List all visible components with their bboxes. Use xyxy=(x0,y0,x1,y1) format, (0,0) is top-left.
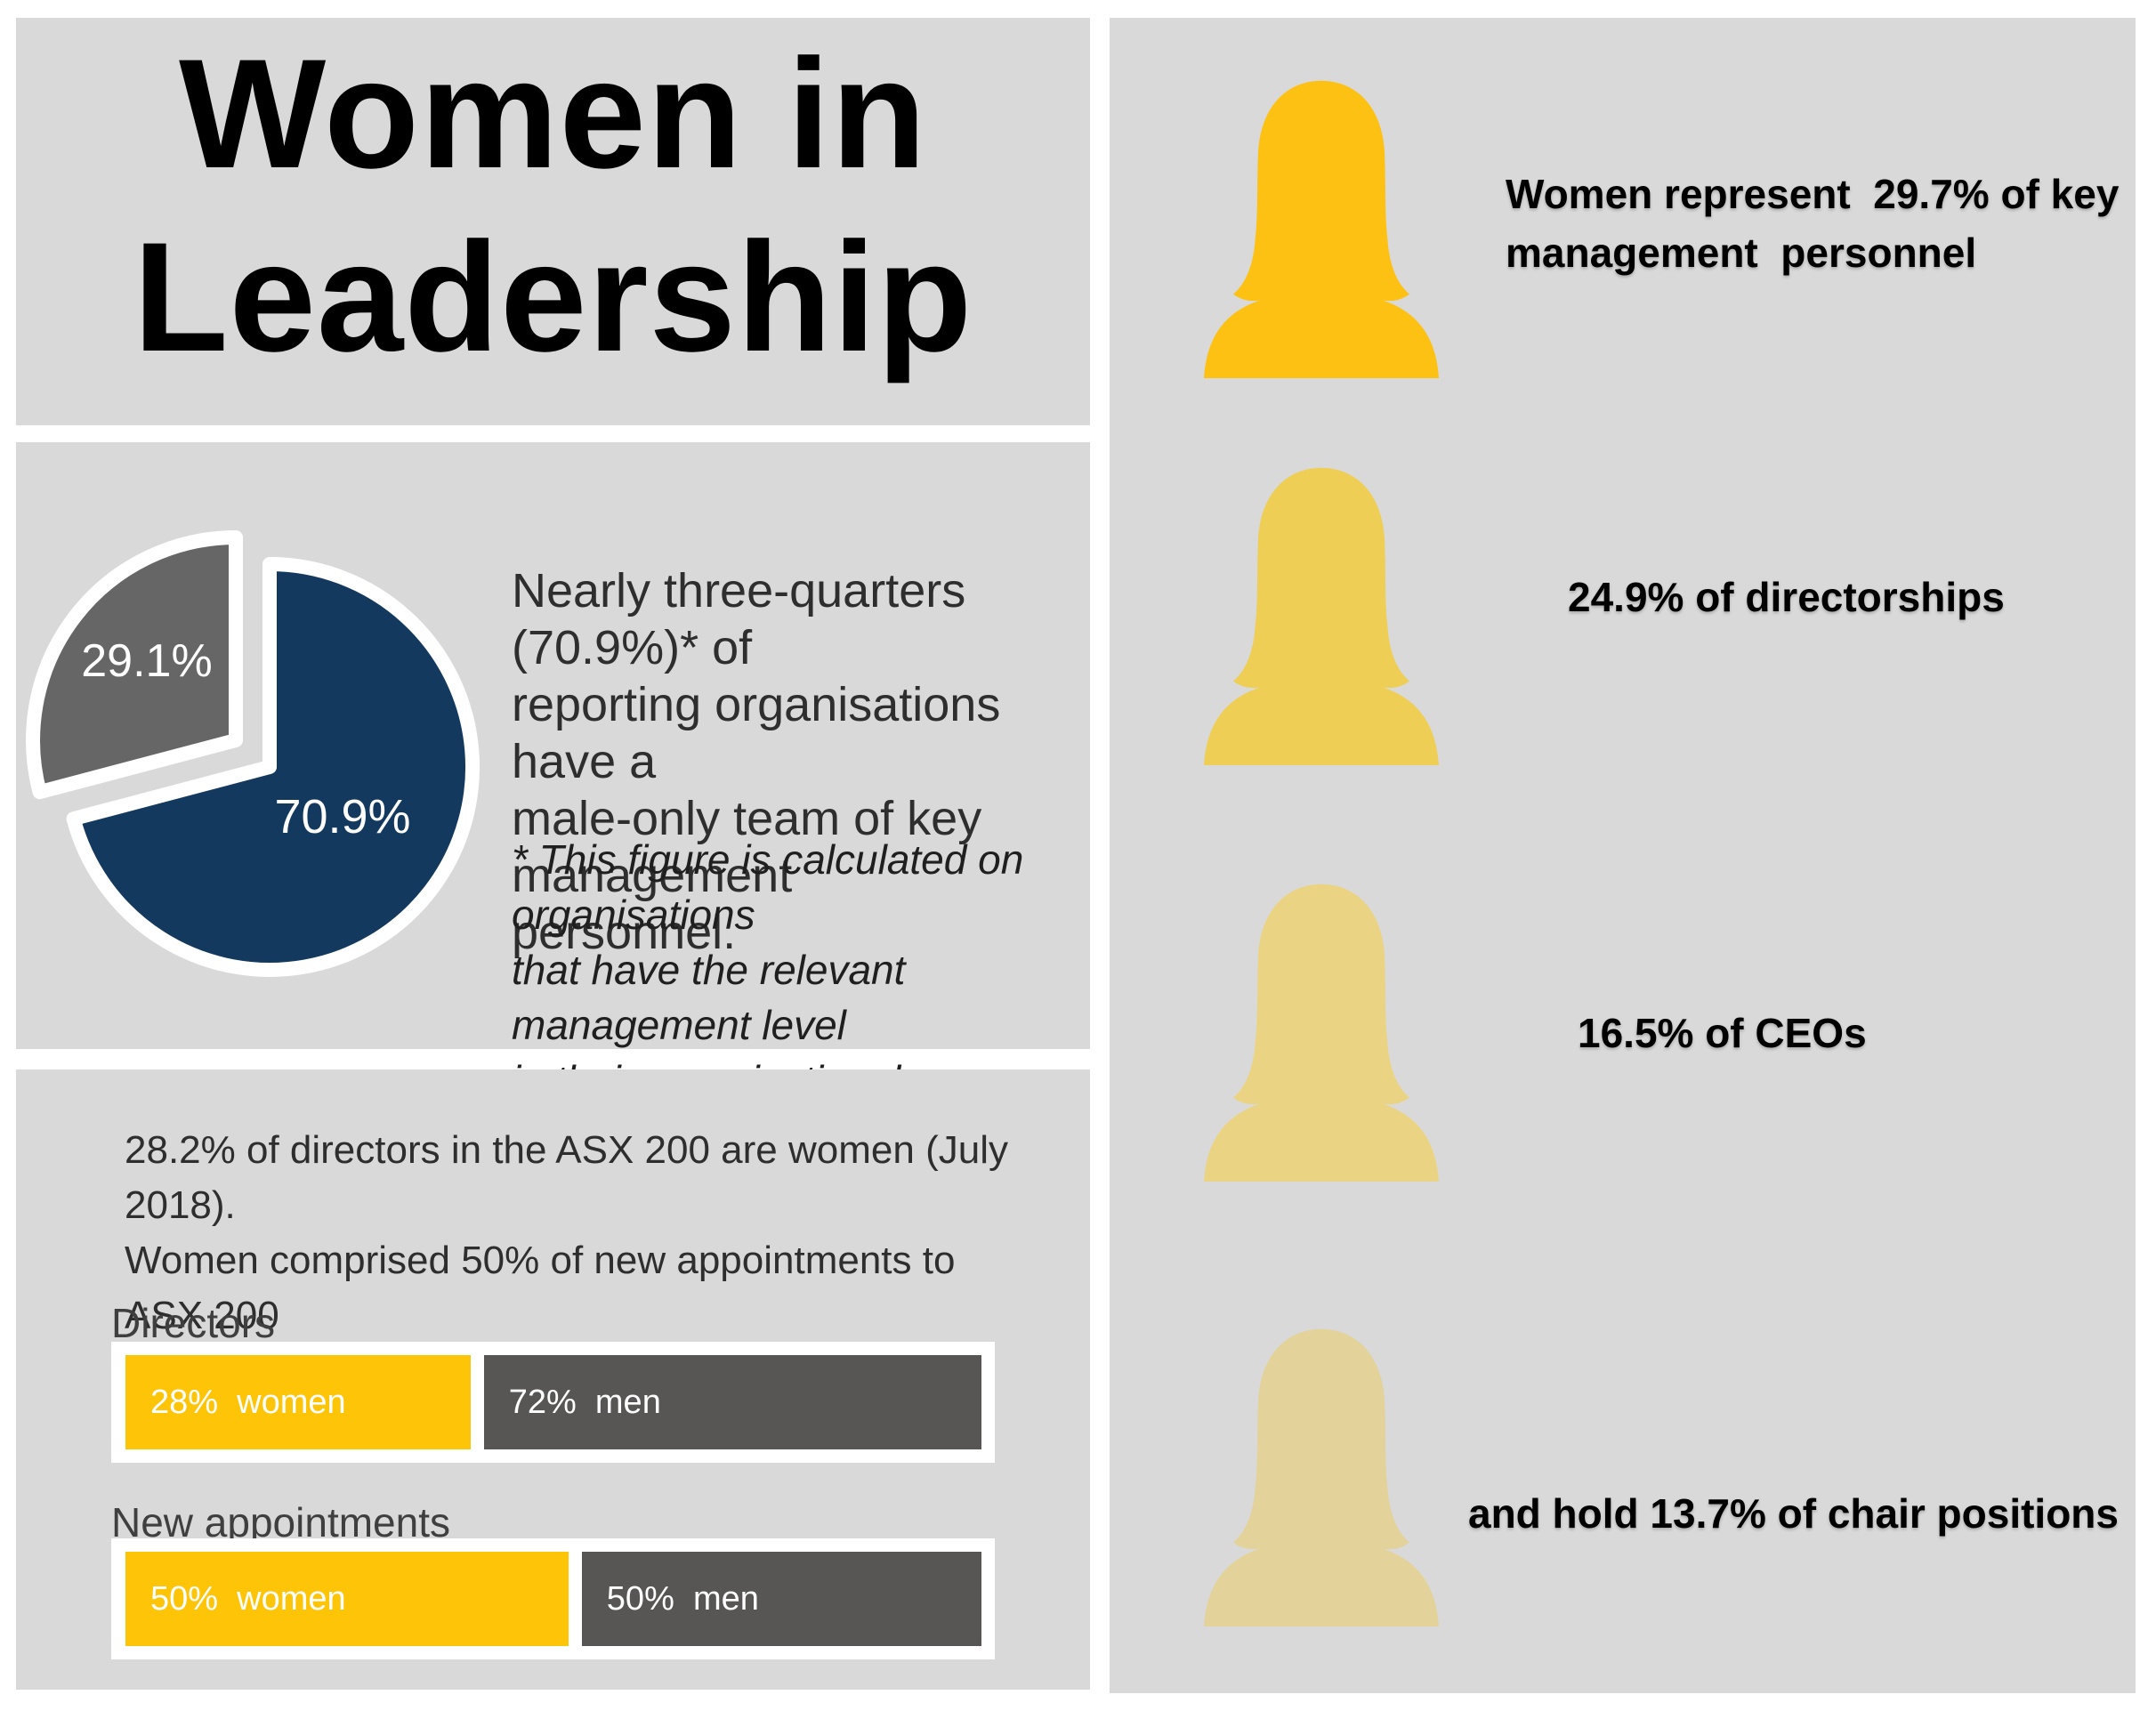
stat-directorships: 24.9% of directorships xyxy=(1568,568,2005,626)
woman-silhouette-shape xyxy=(1204,884,1439,1182)
directors-chart-label: Directors xyxy=(111,1300,276,1346)
page-title-line2: Leadership xyxy=(133,211,973,384)
stat-ceos: 16.5% of CEOs xyxy=(1578,1004,1867,1062)
directors-bar-chart: 28% women 72% men xyxy=(111,1342,995,1463)
stat-line: management personnel xyxy=(1506,230,1977,276)
pie-slice-majority xyxy=(66,557,480,977)
stat-line: 24.9% of directorships xyxy=(1568,574,2005,620)
pie-paragraph: Nearly three-quarters (70.9%)* of report… xyxy=(512,562,1046,961)
asx-paragraph-line: Women comprised 50% of new appointments … xyxy=(125,1239,965,1337)
asx-section: 28.2% of directors in the ASX 200 are wo… xyxy=(16,1069,1090,1690)
appointments-men-bar: 50% men xyxy=(581,1552,982,1646)
asx-paragraph-line: 28.2% of directors in the ASX 200 are wo… xyxy=(125,1128,1020,1227)
woman-silhouette-icon xyxy=(1204,80,1439,378)
stat-chair-positions: and hold 13.7% of chair positions xyxy=(1468,1484,2144,1543)
directors-women-bar-label: 28% women xyxy=(150,1383,346,1421)
pie-paragraph-line: Nearly three-quarters (70.9%)* of xyxy=(512,564,980,674)
pie-slice-minority xyxy=(26,530,243,800)
pie-label-majority: 70.9% xyxy=(274,790,410,843)
pie-paragraph-line: reporting organisations have a xyxy=(512,678,1014,788)
stat-key-management: Women represent 29.7% of key management … xyxy=(1506,165,2128,282)
woman-silhouette-shape xyxy=(1204,467,1439,765)
appointments-women-bar: 50% women xyxy=(125,1552,569,1646)
woman-silhouette-icon xyxy=(1204,467,1439,765)
page-title-line1: Women in xyxy=(179,28,927,201)
stat-line: 16.5% of CEOs xyxy=(1578,1010,1867,1056)
directors-women-bar: 28% women xyxy=(125,1355,471,1449)
woman-silhouette-icon xyxy=(1204,1328,1439,1626)
stat-line: and hold 13.7% of chair positions xyxy=(1468,1490,2119,1537)
stat-line: Women represent 29.7% of key xyxy=(1506,171,2120,217)
appointments-chart-label: New appointments xyxy=(111,1499,450,1546)
pie-paragraph-line: personnel. xyxy=(512,906,737,959)
appointments-women-bar-label: 50% women xyxy=(150,1579,346,1618)
woman-silhouette-icon xyxy=(1204,884,1439,1182)
woman-silhouette-shape xyxy=(1204,80,1439,378)
pie-footnote-line: * This figure is calculated on organisat… xyxy=(512,836,1036,938)
title-box: Women in Leadership xyxy=(16,18,1090,425)
pie-section: 29.1% 70.9% Nearly three-quarters (70.9%… xyxy=(16,442,1090,1158)
directors-men-bar-label: 72% men xyxy=(508,1383,661,1421)
pie-chart: 29.1% 70.9% xyxy=(26,530,480,977)
appointments-men-bar-label: 50% men xyxy=(606,1579,759,1618)
woman-silhouette-shape xyxy=(1204,1328,1439,1626)
pie-paragraph-line: male-only team of key management xyxy=(512,792,996,902)
directors-men-bar: 72% men xyxy=(483,1355,981,1449)
pie-footnote-line: that have the relevant management level xyxy=(512,947,917,1048)
stats-panel: Women represent 29.7% of key management … xyxy=(1110,18,2136,1693)
appointments-bar-chart: 50% women 50% men xyxy=(111,1538,995,1659)
pie-label-minority: 29.1% xyxy=(81,635,212,687)
